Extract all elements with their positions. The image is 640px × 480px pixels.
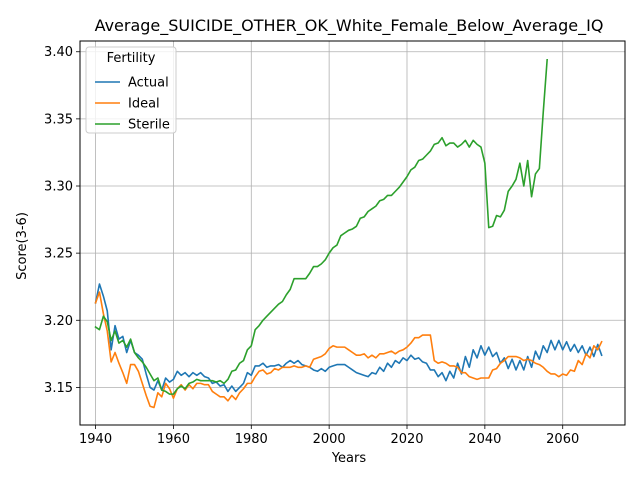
x-tick-label: 1980 xyxy=(235,432,268,447)
y-tick-label: 3.25 xyxy=(44,247,73,262)
legend-label-ideal: Ideal xyxy=(128,97,160,112)
chart-title: Average_SUICIDE_OTHER_OK_White_Female_Be… xyxy=(95,16,604,36)
legend-box xyxy=(85,46,177,134)
legend-label-sterile: Sterile xyxy=(128,118,170,133)
y-tick-label: 3.30 xyxy=(44,180,73,195)
plot-frame xyxy=(79,40,626,426)
y-tick-label: 3.35 xyxy=(44,112,73,127)
legend-label-actual: Actual xyxy=(128,76,169,91)
x-tick-label: 1960 xyxy=(157,432,190,447)
x-tick-label: 2060 xyxy=(546,432,579,447)
legend: Fertility Actual Ideal Sterile xyxy=(85,46,177,134)
x-tick-label: 2040 xyxy=(468,432,501,447)
series-line-actual xyxy=(94,283,603,393)
series-line-sterile xyxy=(94,58,548,395)
y-tick-label: 3.15 xyxy=(44,381,73,396)
x-tick-label: 2000 xyxy=(313,432,346,447)
y-tick-label: 3.20 xyxy=(44,314,73,329)
x-axis: 1940 1960 1980 2000 2020 2040 2060 xyxy=(79,425,579,447)
legend-title: Fertility xyxy=(107,51,156,66)
x-tick-label: 2020 xyxy=(390,432,423,447)
series-layer xyxy=(94,58,603,409)
y-tick-label: 3.40 xyxy=(44,45,73,60)
y-axis: 3.15 3.20 3.25 3.30 3.35 3.40 xyxy=(44,45,80,396)
x-axis-label: Years xyxy=(331,451,367,466)
y-axis-label: Score(3-6) xyxy=(15,212,30,280)
x-tick-label: 1940 xyxy=(79,432,112,447)
